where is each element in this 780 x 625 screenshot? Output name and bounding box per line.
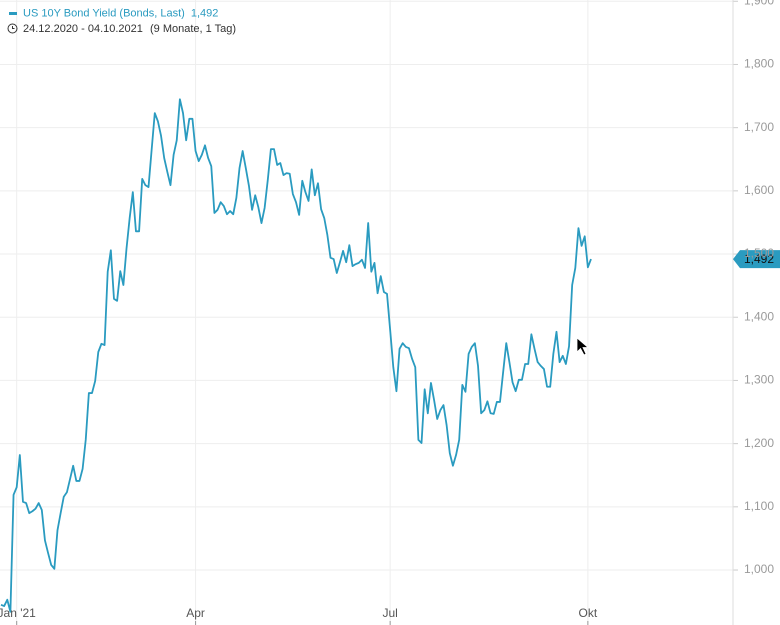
y-tick-label: 1,300 [744, 373, 774, 387]
y-tick-label: 1,200 [744, 436, 774, 450]
last-value-label: 1,492 [744, 252, 774, 266]
y-tick-label: 1,400 [744, 309, 774, 323]
x-tick-label: Okt [579, 606, 598, 620]
last-value-marker [733, 250, 780, 269]
x-tick-label: Apr [186, 606, 205, 620]
legend-swatch [9, 12, 17, 15]
y-tick-label: 1,700 [744, 120, 774, 134]
legend-value: 1,492 [191, 7, 219, 19]
grid [0, 0, 738, 625]
y-tick-label: 1,500 [744, 246, 774, 260]
legend-label: US 10Y Bond Yield (Bonds, Last) [23, 7, 185, 19]
line [0, 98, 592, 613]
y-tick-label: 1,800 [744, 57, 774, 71]
plot: 1,492 [0, 98, 780, 613]
y-tick-label: 1,100 [744, 499, 774, 513]
y-tick-label: 1,000 [744, 562, 774, 576]
clock-icon [7, 23, 18, 34]
x-tick-label: Jan '21 [0, 606, 36, 620]
period: 24.12.2020 - 04.10.2021 [23, 23, 143, 35]
cursor [576, 337, 590, 356]
duration: (9 Monate, 1 Tag) [150, 23, 236, 35]
y-tick-label: 1,900 [744, 0, 774, 7]
x-tick-label: Jul [382, 606, 397, 620]
y-tick-label: 1,600 [744, 183, 774, 197]
